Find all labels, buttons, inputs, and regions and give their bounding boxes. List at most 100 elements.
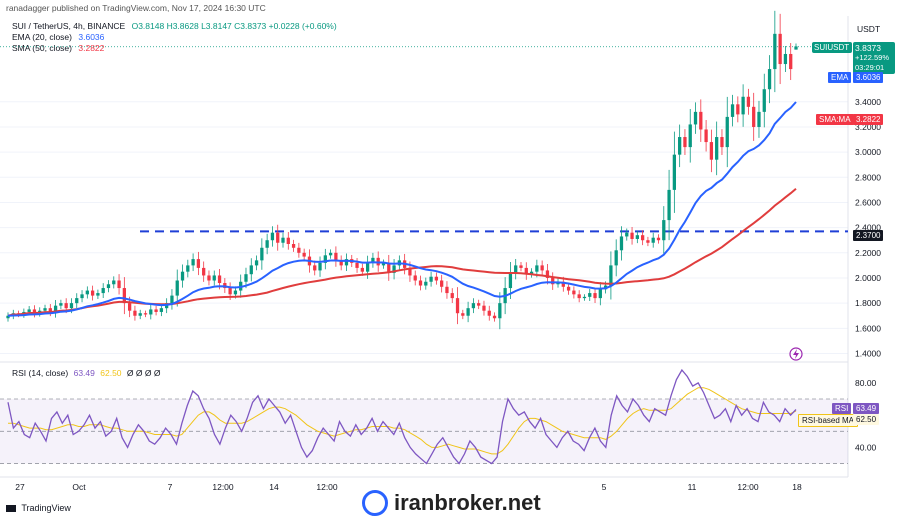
candle	[678, 124, 682, 168]
candle	[688, 108, 692, 163]
candle-body	[313, 265, 317, 271]
candle	[32, 305, 37, 318]
candle-body	[635, 235, 639, 239]
candle-body	[270, 232, 275, 241]
candle-body	[630, 232, 634, 239]
candle	[313, 260, 317, 276]
candle	[170, 289, 174, 310]
candle-body	[360, 267, 364, 272]
last-price-badge[interactable]: SUIUSDT	[812, 42, 852, 53]
price-tick: 2.0000	[855, 273, 881, 283]
candle-body	[477, 303, 481, 306]
candle-body	[106, 284, 111, 289]
watermark-text: iranbroker.net	[394, 490, 541, 515]
candle-body	[260, 247, 264, 261]
tradingview-logo-icon	[6, 505, 16, 513]
candle-body	[191, 259, 195, 266]
time-tick: 27	[15, 482, 25, 492]
rsi-tag: RSI	[832, 403, 852, 414]
candle	[53, 300, 58, 318]
candle	[323, 248, 327, 270]
candle	[286, 232, 290, 250]
candle	[302, 248, 306, 261]
candle	[328, 249, 333, 259]
candle-body	[762, 89, 766, 112]
candle	[498, 292, 502, 330]
candle	[434, 272, 439, 285]
symbol-legend[interactable]: SUI / TetherUS, 4h, BINANCE O3.8148 H3.8…	[12, 21, 337, 32]
rsi-pane: 40.00 80.00	[0, 368, 877, 465]
rsi-value-badge: 63.49	[853, 403, 880, 414]
time-tick: Oct	[72, 482, 86, 492]
sma-line	[7, 187, 797, 317]
candle-body	[699, 111, 703, 130]
candle	[318, 256, 322, 277]
tradingview-logo[interactable]: TradingView	[6, 503, 71, 513]
candle-body	[85, 290, 89, 295]
candle	[672, 131, 677, 213]
candle	[762, 73, 766, 128]
level-badge: 2.3700	[853, 230, 884, 241]
price-badge-value: 3.8373	[855, 43, 881, 53]
candle-body	[122, 288, 126, 304]
candle-body	[228, 288, 232, 295]
candle	[720, 129, 724, 156]
candle-body	[662, 220, 666, 241]
candle	[440, 274, 444, 293]
candle	[202, 261, 206, 282]
rsi-legend-value: 63.49	[73, 368, 95, 378]
candle-body	[291, 244, 296, 248]
candle-body	[334, 252, 338, 261]
rsi-line	[7, 368, 797, 465]
candle	[640, 230, 645, 246]
candle-body	[96, 293, 100, 296]
candle	[736, 96, 740, 123]
broker-logo-icon	[362, 490, 388, 516]
candle	[582, 294, 587, 301]
price-tick: 1.4000	[855, 348, 881, 358]
candle-body	[217, 275, 222, 284]
candle-body	[519, 265, 523, 268]
sma-legend[interactable]: SMA (50, close) 3.2822	[12, 43, 104, 54]
rsi-legend[interactable]: RSI (14, close) 63.49 62.50 Ø Ø Ø Ø	[12, 368, 160, 379]
candle	[424, 277, 428, 290]
candle-body	[90, 290, 95, 296]
candle	[254, 255, 259, 271]
candle-body	[709, 142, 714, 160]
candle-body	[186, 265, 190, 272]
rsi-ma-legend-value: 62.50	[100, 368, 122, 378]
candle	[339, 255, 343, 271]
candle-body	[381, 262, 386, 266]
candle-body	[667, 189, 671, 221]
candle-body	[339, 260, 343, 266]
candle-body	[715, 137, 719, 160]
candle-body	[133, 310, 137, 316]
time-tick: 5	[602, 482, 607, 492]
candle	[514, 258, 518, 280]
candle	[492, 312, 497, 322]
candle	[757, 100, 761, 138]
ema-legend[interactable]: EMA (20, close) 3.6036	[12, 32, 104, 43]
candle	[667, 169, 671, 241]
candle	[429, 271, 433, 287]
candle-body	[434, 276, 439, 281]
price-tick: 1.6000	[855, 323, 881, 333]
symbol-badge-label: SUIUSDT	[814, 43, 850, 52]
candle	[334, 246, 338, 267]
candle	[746, 88, 751, 115]
candle-body	[640, 235, 645, 241]
candle	[461, 309, 465, 320]
rsi-tick: 80.00	[855, 378, 877, 388]
candle	[588, 288, 592, 302]
candle-body	[440, 280, 444, 287]
time-tick: 12:00	[212, 482, 234, 492]
candle	[249, 258, 253, 282]
candle-body	[466, 308, 470, 316]
candle	[635, 231, 639, 244]
candle	[704, 120, 708, 152]
time-tick: 18	[792, 482, 802, 492]
price-tick: 3.4000	[855, 97, 881, 107]
price-badge[interactable]: 3.8373 +122.59% 03:29:01	[853, 42, 895, 74]
candle	[545, 264, 550, 285]
